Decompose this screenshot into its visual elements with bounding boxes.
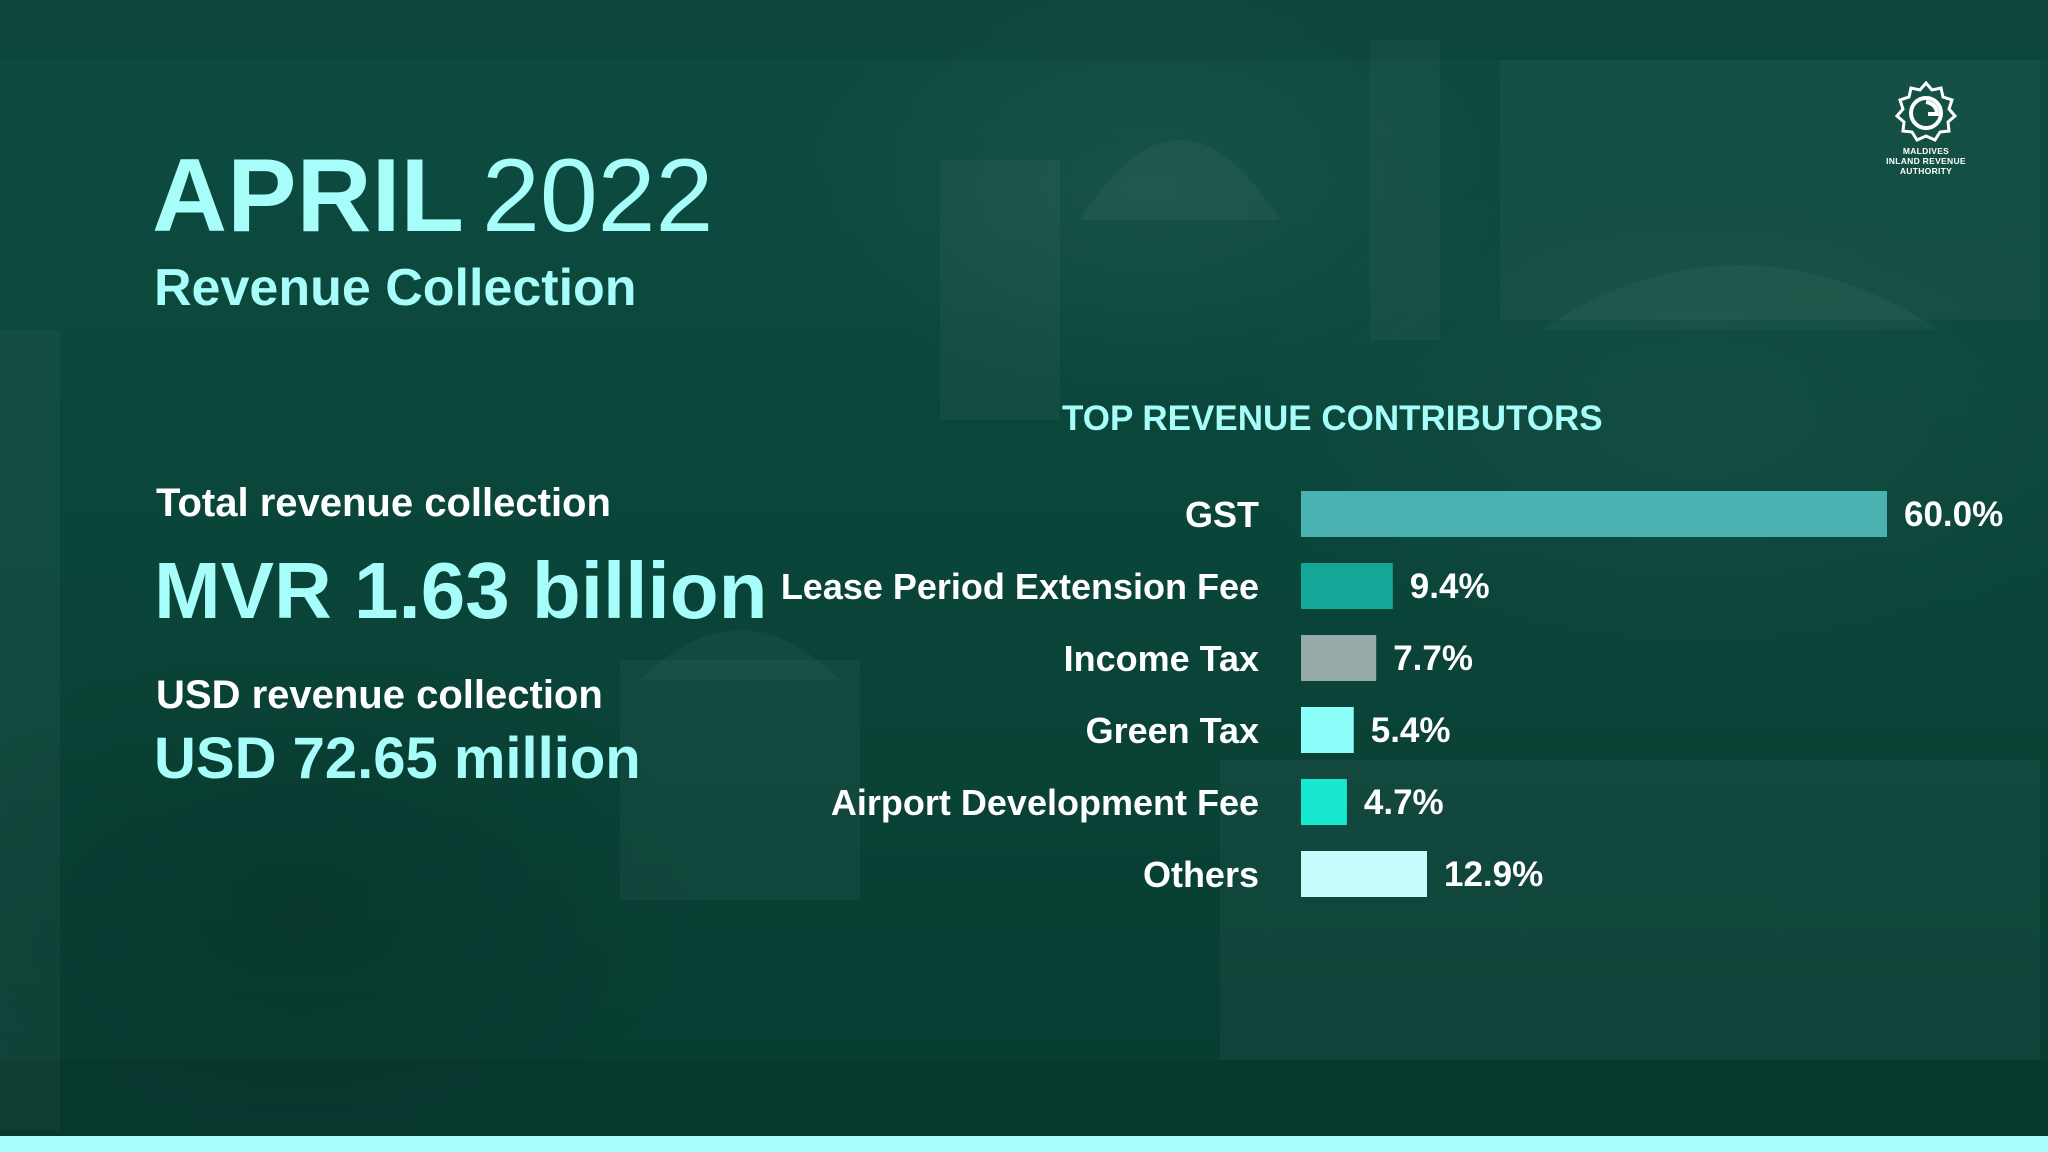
total-revenue-label: Total revenue collection — [156, 481, 611, 525]
bar-category-label: Income Tax — [1064, 638, 1259, 679]
logo-line-2: INLAND REVENUE — [1886, 156, 1966, 166]
bar-category-label: Lease Period Extension Fee — [781, 566, 1259, 607]
bar — [1301, 563, 1393, 609]
bar — [1301, 491, 1887, 537]
usd-revenue-value: USD 72.65 million — [154, 726, 641, 791]
bar-value-label: 9.4% — [1410, 567, 1490, 606]
bar-category-label: Others — [1143, 854, 1259, 895]
total-revenue-value: MVR 1.63 billion — [154, 546, 768, 635]
logo-line-1: MALDIVES — [1902, 146, 1950, 156]
bar-value-label: 7.7% — [1393, 639, 1473, 678]
bar-value-label: 60.0% — [1904, 495, 2003, 534]
bar — [1301, 707, 1354, 753]
usd-revenue-label: USD revenue collection — [156, 673, 603, 717]
bar-value-label: 12.9% — [1444, 855, 1543, 894]
title-month: APRIL — [152, 138, 464, 254]
bar — [1301, 851, 1427, 897]
page-title: APRIL 2022 — [152, 140, 713, 252]
bar-value-label: 5.4% — [1371, 711, 1451, 750]
title-year: 2022 — [482, 138, 714, 254]
bottom-accent-bar — [0, 1136, 2048, 1152]
bar-value-label: 4.7% — [1364, 783, 1444, 822]
bar-category-label: Airport Development Fee — [831, 782, 1259, 823]
page-subtitle: Revenue Collection — [154, 259, 637, 317]
bar — [1301, 779, 1347, 825]
bar — [1301, 635, 1377, 681]
bar-category-label: Green Tax — [1086, 710, 1259, 751]
miras-emblem-icon — [1894, 80, 1958, 142]
chart-title: TOP REVENUE CONTRIBUTORS — [1062, 399, 1603, 438]
maldives-inland-revenue-authority-logo: MALDIVES INLAND REVENUE AUTHORITY — [1866, 80, 1986, 190]
bar-category-label: GST — [1185, 494, 1259, 535]
logo-line-3: AUTHORITY — [1899, 166, 1953, 176]
